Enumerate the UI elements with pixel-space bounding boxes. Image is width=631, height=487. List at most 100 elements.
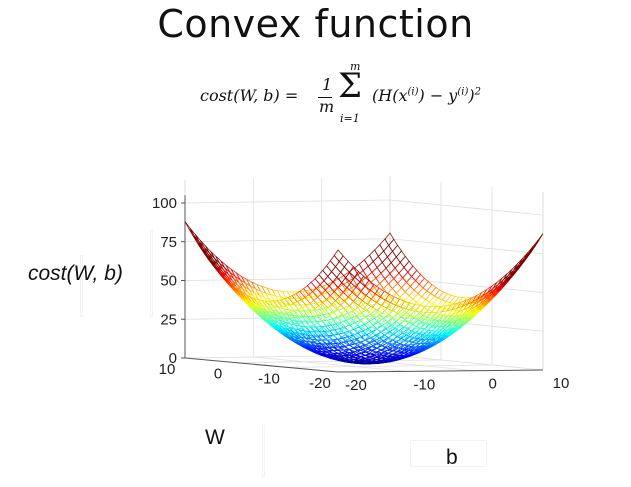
z-tick-label: 100 <box>152 195 177 212</box>
cost-surface <box>184 221 544 365</box>
surface-cell <box>379 278 390 290</box>
surface-cell <box>346 282 357 293</box>
b-tick-label: 0 <box>488 376 496 393</box>
formula-frac-num: 1 <box>322 75 333 94</box>
grid-line <box>389 199 544 216</box>
surface-cell <box>318 269 329 282</box>
surface-cell <box>335 260 345 273</box>
surface-cell <box>376 261 387 274</box>
surface-cell <box>394 261 405 274</box>
surface-cell <box>533 233 544 247</box>
surface-cell <box>356 291 367 302</box>
grid-line <box>389 277 544 293</box>
surface-cell <box>398 266 409 279</box>
surface-cell <box>326 260 336 273</box>
surface-cell <box>386 250 397 264</box>
sigma-icon: Σ <box>338 66 363 106</box>
surface-cell <box>349 293 360 304</box>
formula-sum-top: m <box>350 60 361 73</box>
surface-cell <box>392 282 402 294</box>
surface-cell <box>375 272 386 285</box>
surface-cell <box>403 295 414 305</box>
surface-cell <box>329 254 340 268</box>
surface-cell <box>395 287 406 298</box>
surface-cell <box>353 326 364 334</box>
surface-cell <box>354 289 365 300</box>
surface-cell <box>331 266 342 278</box>
grid-line <box>235 359 442 364</box>
formula-lhs: cost(W, b) = <box>200 86 299 105</box>
surface-cell <box>314 274 325 286</box>
surface-cell <box>406 275 416 287</box>
surface-cell <box>392 244 402 258</box>
surface-cell <box>353 263 364 276</box>
w-axis-line <box>184 357 339 373</box>
z-tick-label: 75 <box>160 234 177 251</box>
fraction-bar <box>318 97 332 98</box>
surface-cell <box>369 249 379 263</box>
grid-line <box>389 354 544 371</box>
surface-cell <box>362 265 373 278</box>
w-axis-label: W <box>205 426 225 449</box>
grid-line <box>184 277 391 281</box>
grid-line <box>184 238 391 243</box>
surface-cell <box>386 287 397 299</box>
cost-formula: cost(W, b) = 1 m m Σ i=1 (H(x(i)) − y(i)… <box>200 52 560 152</box>
ghost-frame <box>80 255 83 317</box>
ghost-frame <box>150 230 153 317</box>
z-tick-label: 50 <box>160 273 177 290</box>
grid-line <box>389 238 544 255</box>
grid-line <box>184 199 391 204</box>
surface-cell <box>389 267 400 280</box>
z-tick-label: 0 <box>169 350 177 367</box>
surface-cell <box>367 260 378 273</box>
b-tick-label: 10 <box>553 375 570 392</box>
surface-cell <box>363 254 374 267</box>
b-tick-label: -10 <box>413 376 435 393</box>
surface-cell <box>395 250 406 263</box>
ghost-frame <box>262 425 265 477</box>
surface-cell <box>372 255 383 269</box>
surface-cell <box>390 256 401 269</box>
surface-cell <box>400 281 411 293</box>
w-tick-label: 10 <box>159 361 176 378</box>
b-axis-label: b <box>446 446 458 469</box>
surface-cell <box>402 271 413 283</box>
surface-cell <box>338 255 349 268</box>
surface-cell <box>385 324 396 333</box>
surface-cell <box>383 244 393 258</box>
surface-cell <box>379 238 390 252</box>
surface-cell <box>353 298 364 309</box>
surface-cell <box>343 260 354 273</box>
surface-cell <box>380 328 391 336</box>
surface-cell <box>358 259 369 272</box>
grid-line <box>286 364 493 368</box>
surface-cell <box>404 285 415 297</box>
formula-body: (H(x(i)) − y(i))2 <box>372 86 481 105</box>
slide-title: Convex function <box>157 2 474 46</box>
surface-cell <box>403 260 414 273</box>
surface-cell <box>407 265 418 278</box>
surface-cell <box>399 255 410 268</box>
surface-cell <box>333 249 344 263</box>
surface-cell <box>322 265 333 277</box>
surface-cell <box>384 273 395 285</box>
surface-cell <box>385 297 396 307</box>
formula-sum-bottom: i=1 <box>340 112 360 125</box>
surface-cell <box>346 313 357 322</box>
surface-cell <box>377 250 388 263</box>
surface-cell <box>385 262 396 275</box>
z-tick-label: 25 <box>160 311 177 328</box>
formula-frac-den: m <box>319 97 335 116</box>
w-tick-label: -20 <box>309 375 331 392</box>
surface-cell <box>220 260 231 273</box>
w-tick-label: 0 <box>214 366 222 383</box>
grid-line <box>253 356 407 372</box>
z-axis-label: cost(W, b) <box>28 262 123 285</box>
b-tick-label: -20 <box>345 377 367 394</box>
b-axis-line <box>337 369 544 373</box>
surface-cell <box>374 244 385 257</box>
surface-cell <box>399 291 410 302</box>
